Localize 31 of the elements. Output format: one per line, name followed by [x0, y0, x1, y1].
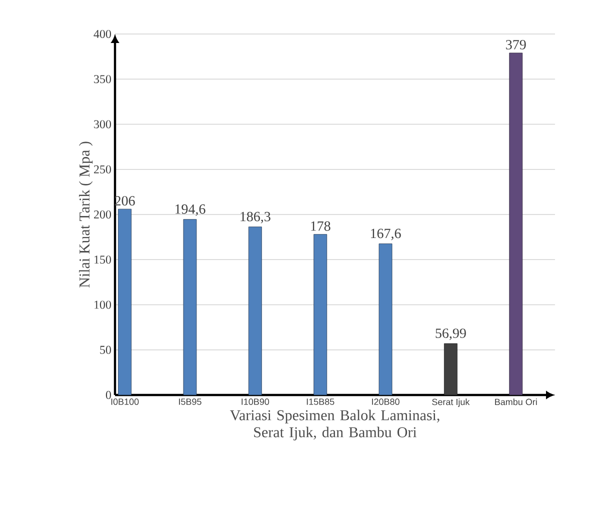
y-tick-label: 0 — [106, 390, 112, 400]
x-tick-label: Serat Ijuk — [432, 398, 470, 407]
y-axis-title: Nilai Kuat Tarik ( Mpa ) — [79, 142, 93, 288]
bar — [378, 244, 392, 396]
bar — [248, 226, 262, 396]
data-label: 379 — [506, 40, 526, 50]
y-tick-label: 200 — [94, 210, 112, 219]
data-label: 194,6 — [175, 204, 206, 216]
bar — [444, 343, 458, 396]
x-tick-label: Bambu Ori — [495, 398, 537, 406]
bar — [314, 234, 328, 396]
y-tick-label: 300 — [94, 120, 112, 128]
x-tick-label: I5B95 — [179, 398, 202, 405]
bar — [509, 52, 523, 396]
x-tick-label: I0B100 — [111, 398, 139, 405]
data-label: 178 — [311, 221, 330, 231]
bar — [183, 219, 197, 396]
data-label: 167,6 — [370, 228, 401, 240]
x-tick-label: I20B80 — [372, 398, 400, 405]
y-tick-label: 100 — [94, 300, 112, 309]
x-tick-label: I10B90 — [242, 398, 270, 405]
x-axis-title: Variasi Spesimen Balok Laminasi, Serat Ijuk, dan Bambu Ori — [230, 410, 440, 440]
bar — [118, 208, 132, 396]
y-tick-label: 350 — [94, 75, 112, 84]
y-tick-label: 400 — [94, 30, 112, 38]
x-tick-label: I15B85 — [306, 398, 334, 405]
y-tick-label: 150 — [94, 256, 112, 264]
data-label: 56,99 — [436, 328, 466, 340]
y-tick-label: 50 — [100, 346, 112, 354]
y-tick-label: 250 — [94, 165, 112, 174]
data-label: 186,3 — [240, 212, 270, 224]
